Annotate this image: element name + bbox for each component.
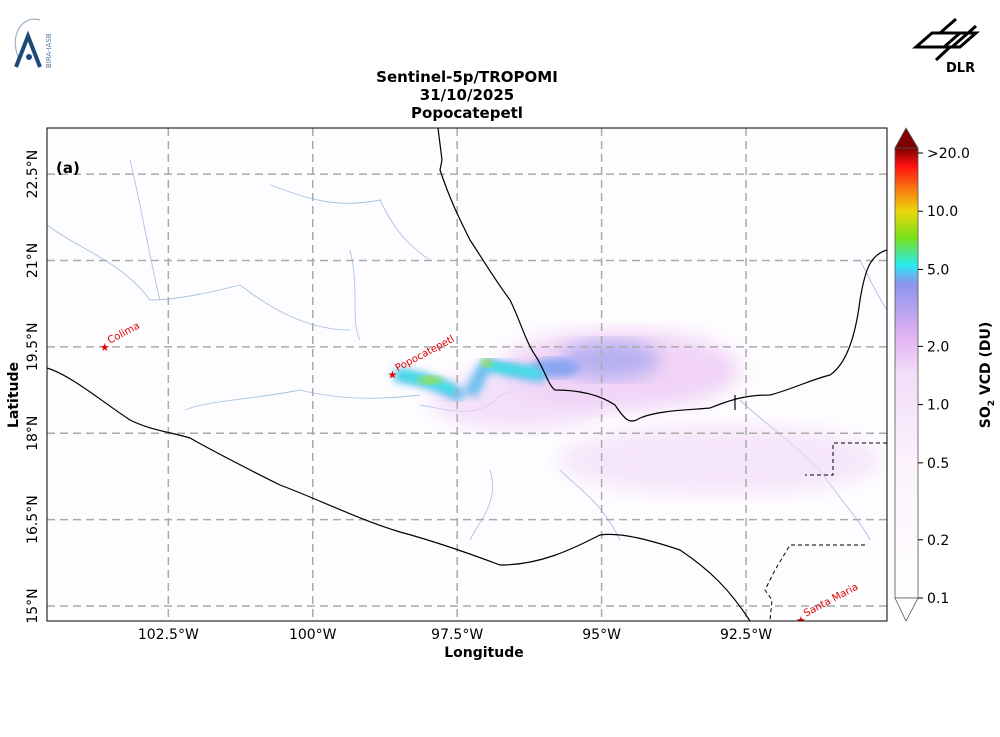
map-background (47, 128, 887, 621)
lon-tick-label: 95°W (582, 627, 621, 643)
colorbar-tick-label: 10.0 (927, 204, 958, 220)
lon-tick-label: 97.5°W (431, 627, 483, 643)
colorbar-tick-label: 2.0 (927, 339, 949, 355)
bira-iasb-logo: BIRA-IASB (14, 18, 53, 68)
lat-tick-label: 22.5°N (25, 150, 41, 199)
x-axis-label: Longitude (444, 645, 524, 661)
colorbar-label: SO2 VCD (DU) (978, 322, 997, 429)
colorbar-tick-label: 0.2 (927, 533, 949, 549)
lat-tick-label: 21°N (25, 243, 41, 278)
svg-text:BIRA-IASB: BIRA-IASB (45, 33, 53, 68)
colorbar-tick-label: 0.1 (927, 591, 949, 607)
lat-tick-label: 15°N (25, 588, 41, 623)
title-line-3: Popocatepetl (411, 104, 523, 122)
lon-tick-label: 92.5°W (720, 627, 772, 643)
colorbar: >20.0 10.0 5.0 2.0 1.0 0.5 0.2 0.1 SO2 VCD (DU) (894, 127, 997, 622)
lat-tick-label: 19.5°N (25, 323, 41, 372)
colorbar-extend-min (894, 597, 919, 622)
dlr-logo: DLR (912, 17, 980, 76)
colorbar-extend-max (894, 127, 919, 149)
title-line-2: 31/10/2025 (419, 86, 515, 104)
lat-tick-label: 18°N (25, 416, 41, 451)
lat-tick-label: 16.5°N (25, 495, 41, 544)
coastlines (47, 128, 887, 621)
map-axes: 102.5°W 100°W 97.5°W 95°W 92.5°W 22.5°N 21°N 19… (25, 150, 772, 643)
lon-tick-label: 100°W (289, 627, 337, 643)
colorbar-tick-label: 5.0 (927, 262, 949, 278)
volcano-star-icon: ★ (100, 341, 110, 354)
country-borders (764, 442, 887, 621)
colorbar-gradient (894, 147, 919, 599)
colorbar-tick-label: 1.0 (927, 398, 949, 414)
map-frame (46, 127, 888, 622)
graticule (47, 128, 887, 621)
panel-label: (a) (56, 159, 80, 177)
lon-tick-label: 102.5°W (138, 627, 199, 643)
volcano-star-icon: ★ (388, 369, 398, 382)
volcano-star-icon: ★ (796, 614, 806, 627)
y-axis-label: Latitude (6, 362, 22, 428)
colorbar-tick-label: 0.5 (927, 456, 949, 472)
title-line-1: Sentinel-5p/TROPOMI (376, 68, 558, 86)
colorbar-tick-label: >20.0 (927, 146, 970, 162)
svg-text:DLR: DLR (946, 61, 975, 76)
